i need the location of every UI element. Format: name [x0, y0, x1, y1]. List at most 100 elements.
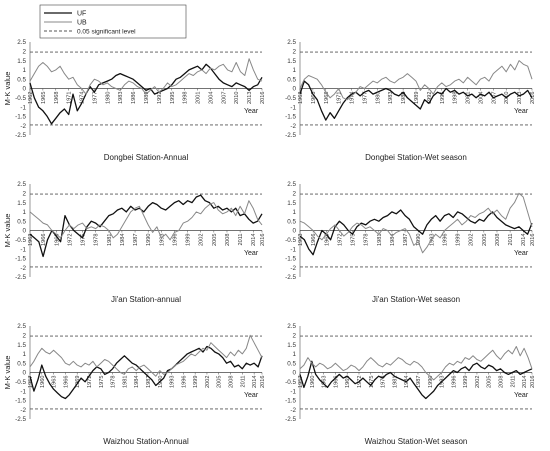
series-line-ub [29, 58, 263, 95]
x-tick-label: 2014 [521, 234, 527, 246]
y-tick-label: -2 [290, 407, 296, 414]
x-tick-label: 1975 [99, 376, 105, 388]
y-tick-label: 2.5 [17, 323, 26, 330]
x-tick-label: 1996 [181, 376, 187, 388]
series-line-uf [299, 360, 533, 400]
x-tick-label: 2011 [508, 234, 514, 246]
x-tick-label: 2001 [466, 92, 472, 104]
series-line-ub [299, 346, 533, 381]
panel-title: Waizhou Station-Wet season [365, 437, 468, 446]
x-tick-label: 1998 [453, 92, 459, 104]
y-tick-label: -1.5 [285, 398, 296, 405]
x-tick-label: 1972 [87, 376, 93, 388]
x-tick-label: 1987 [146, 376, 152, 388]
x-axis-label: Year [244, 392, 259, 399]
x-tick-label: 1975 [351, 234, 357, 246]
chart-panel-3: 2.5 2 1.5 1 0.5 0 -0.5 -1 -1.5 -2 -2.5 M-K value 196… [3, 181, 266, 304]
y-tick-label: 1.5 [17, 342, 26, 349]
y-tick-label: 2 [292, 191, 296, 198]
x-tick-label: 1978 [381, 376, 387, 388]
x-tick-label: 1992 [427, 92, 433, 104]
x-tick-label: 1993 [159, 234, 165, 246]
y-tick-label: -1 [20, 246, 26, 253]
x-tick-label: 2016 [260, 234, 266, 246]
x-tick-label: 1978 [111, 376, 117, 388]
x-tick-label: 1975 [81, 234, 87, 246]
x-tick-label: 1969 [345, 376, 351, 388]
y-tick-label: 2 [22, 333, 26, 340]
legend-label-ub: UB [77, 20, 87, 27]
x-tick-label: 1983 [388, 92, 394, 104]
x-axis-label: Year [514, 392, 529, 399]
y-tick-label: -1 [20, 388, 26, 395]
legend-label-significance: 0.05 significant level [77, 29, 136, 36]
x-tick-label: 1984 [134, 376, 140, 388]
y-tick-label: 1.5 [287, 58, 296, 65]
x-tick-label: 1977 [362, 92, 368, 104]
y-tick-label: -2 [290, 123, 296, 130]
x-tick-label: 2002 [205, 376, 211, 388]
x-tick-label: 2014 [252, 376, 258, 388]
x-tick-label: 2013 [517, 92, 523, 104]
panel-title: Waizhou Station-Annual [103, 437, 189, 446]
y-tick-label: -0.5 [15, 95, 26, 102]
legend-label-uf: UF [77, 11, 86, 18]
y-tick-label: -2 [290, 265, 296, 272]
x-tick-label: 1978 [94, 234, 100, 246]
y-tick-label: 0.5 [287, 76, 296, 83]
y-tick-label: -2 [20, 407, 26, 414]
x-axis-label: Year [514, 108, 529, 115]
x-tick-label: 1984 [390, 234, 396, 246]
x-tick-label: 1968 [54, 92, 60, 104]
y-tick-label: 1 [292, 351, 296, 358]
x-tick-label: 1974 [350, 92, 356, 104]
x-tick-label: 2010 [234, 92, 240, 104]
x-tick-label: 1965 [41, 92, 47, 104]
chart-panels: 2.5 2 1.5 1 0.5 0 -0.5 -1 -1.5 -2 -2.5 M-K value 196… [3, 39, 536, 446]
series-line-ub [29, 200, 263, 241]
y-tick-label: -1.5 [15, 114, 26, 121]
series-line-uf [29, 345, 263, 400]
x-tick-label: 1966 [311, 234, 317, 246]
x-tick-label: 1962 [298, 92, 304, 104]
y-tick-label: -2.5 [15, 416, 26, 423]
y-tick-label: 2.5 [287, 323, 296, 330]
x-tick-label: 1987 [416, 376, 422, 388]
y-tick-label: 0 [22, 370, 26, 377]
x-tick-label: 1963 [28, 234, 34, 246]
y-tick-label: 0 [22, 86, 26, 93]
x-tick-label: 2016 [530, 234, 536, 246]
y-tick-label: 2.5 [17, 181, 26, 188]
x-tick-label: 1972 [337, 234, 343, 246]
x-tick-label: 1960 [40, 376, 46, 388]
x-tick-label: 2002 [469, 234, 475, 246]
x-tick-label: 2007 [221, 92, 227, 104]
x-tick-label: 1971 [337, 92, 343, 104]
y-tick-label: 1.5 [17, 58, 26, 65]
chart-panel-4: 2.5 2 1.5 1 0.5 0 -0.5 -1 -1.5 -2 -2.5 1963 1966 1969… [285, 181, 536, 304]
y-tick-label: -1 [290, 388, 296, 395]
x-tick-label: 1981 [377, 234, 383, 246]
x-axis-label: Year [244, 250, 259, 257]
x-tick-label: 1990 [428, 376, 434, 388]
y-tick-label: 1 [292, 67, 296, 74]
y-tick-label: 0 [292, 86, 296, 93]
x-tick-label: 1966 [333, 376, 339, 388]
x-tick-label: 1999 [456, 234, 462, 246]
y-tick-label: 0.5 [287, 218, 296, 225]
y-tick-label: 2.5 [287, 39, 296, 46]
y-tick-label: 1 [22, 209, 26, 216]
y-tick-label: 2.5 [287, 181, 296, 188]
x-tick-label: 1989 [414, 92, 420, 104]
x-tick-label: 2001 [196, 92, 202, 104]
x-tick-label: 1995 [440, 92, 446, 104]
x-tick-label: 1981 [122, 376, 128, 388]
y-tick-label: 1 [22, 67, 26, 74]
y-tick-label: 2.5 [17, 39, 26, 46]
y-axis-label: M-K value [3, 356, 12, 390]
chart-panel-5: 2.521.510.50-0.5-1-1.5-2-2.5M-K value 195… [3, 323, 266, 446]
x-tick-label: 2014 [522, 376, 528, 388]
x-tick-label: 1978 [364, 234, 370, 246]
